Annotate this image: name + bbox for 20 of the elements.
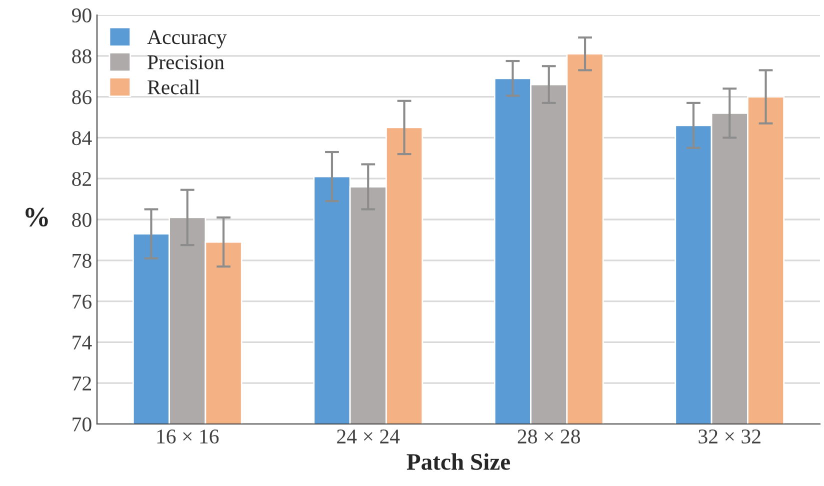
x-axis-title: Patch Size <box>406 453 510 470</box>
y-tick-label: 74 <box>72 336 92 350</box>
y-tick-label: 80 <box>72 212 92 227</box>
y-tick-label: 88 <box>72 49 92 64</box>
y-axis-title: % <box>26 208 48 227</box>
y-tick-label: 76 <box>72 294 92 309</box>
x-tick-label: 16 × 16 <box>157 430 219 444</box>
x-tick-label: 24 × 24 <box>337 430 400 444</box>
legend-label: Accuracy <box>147 30 227 48</box>
legend-label: Precision <box>148 55 224 70</box>
y-tick-label: 90 <box>72 8 92 22</box>
y-tick-label: 78 <box>72 254 92 268</box>
y-tick-label: 82 <box>72 172 91 186</box>
x-tick-label: 28 × 28 <box>518 429 580 444</box>
x-tick-label: 32 × 32 <box>698 430 760 444</box>
y-tick-label: 84 <box>72 131 92 146</box>
y-tick-label: 86 <box>72 90 92 104</box>
y-tick-label: 72 <box>72 376 91 390</box>
legend-label: Recall <box>148 80 200 94</box>
y-tick-label: 70 <box>72 417 92 432</box>
